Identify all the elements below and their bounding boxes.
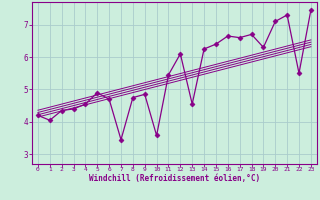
X-axis label: Windchill (Refroidissement éolien,°C): Windchill (Refroidissement éolien,°C)	[89, 174, 260, 183]
